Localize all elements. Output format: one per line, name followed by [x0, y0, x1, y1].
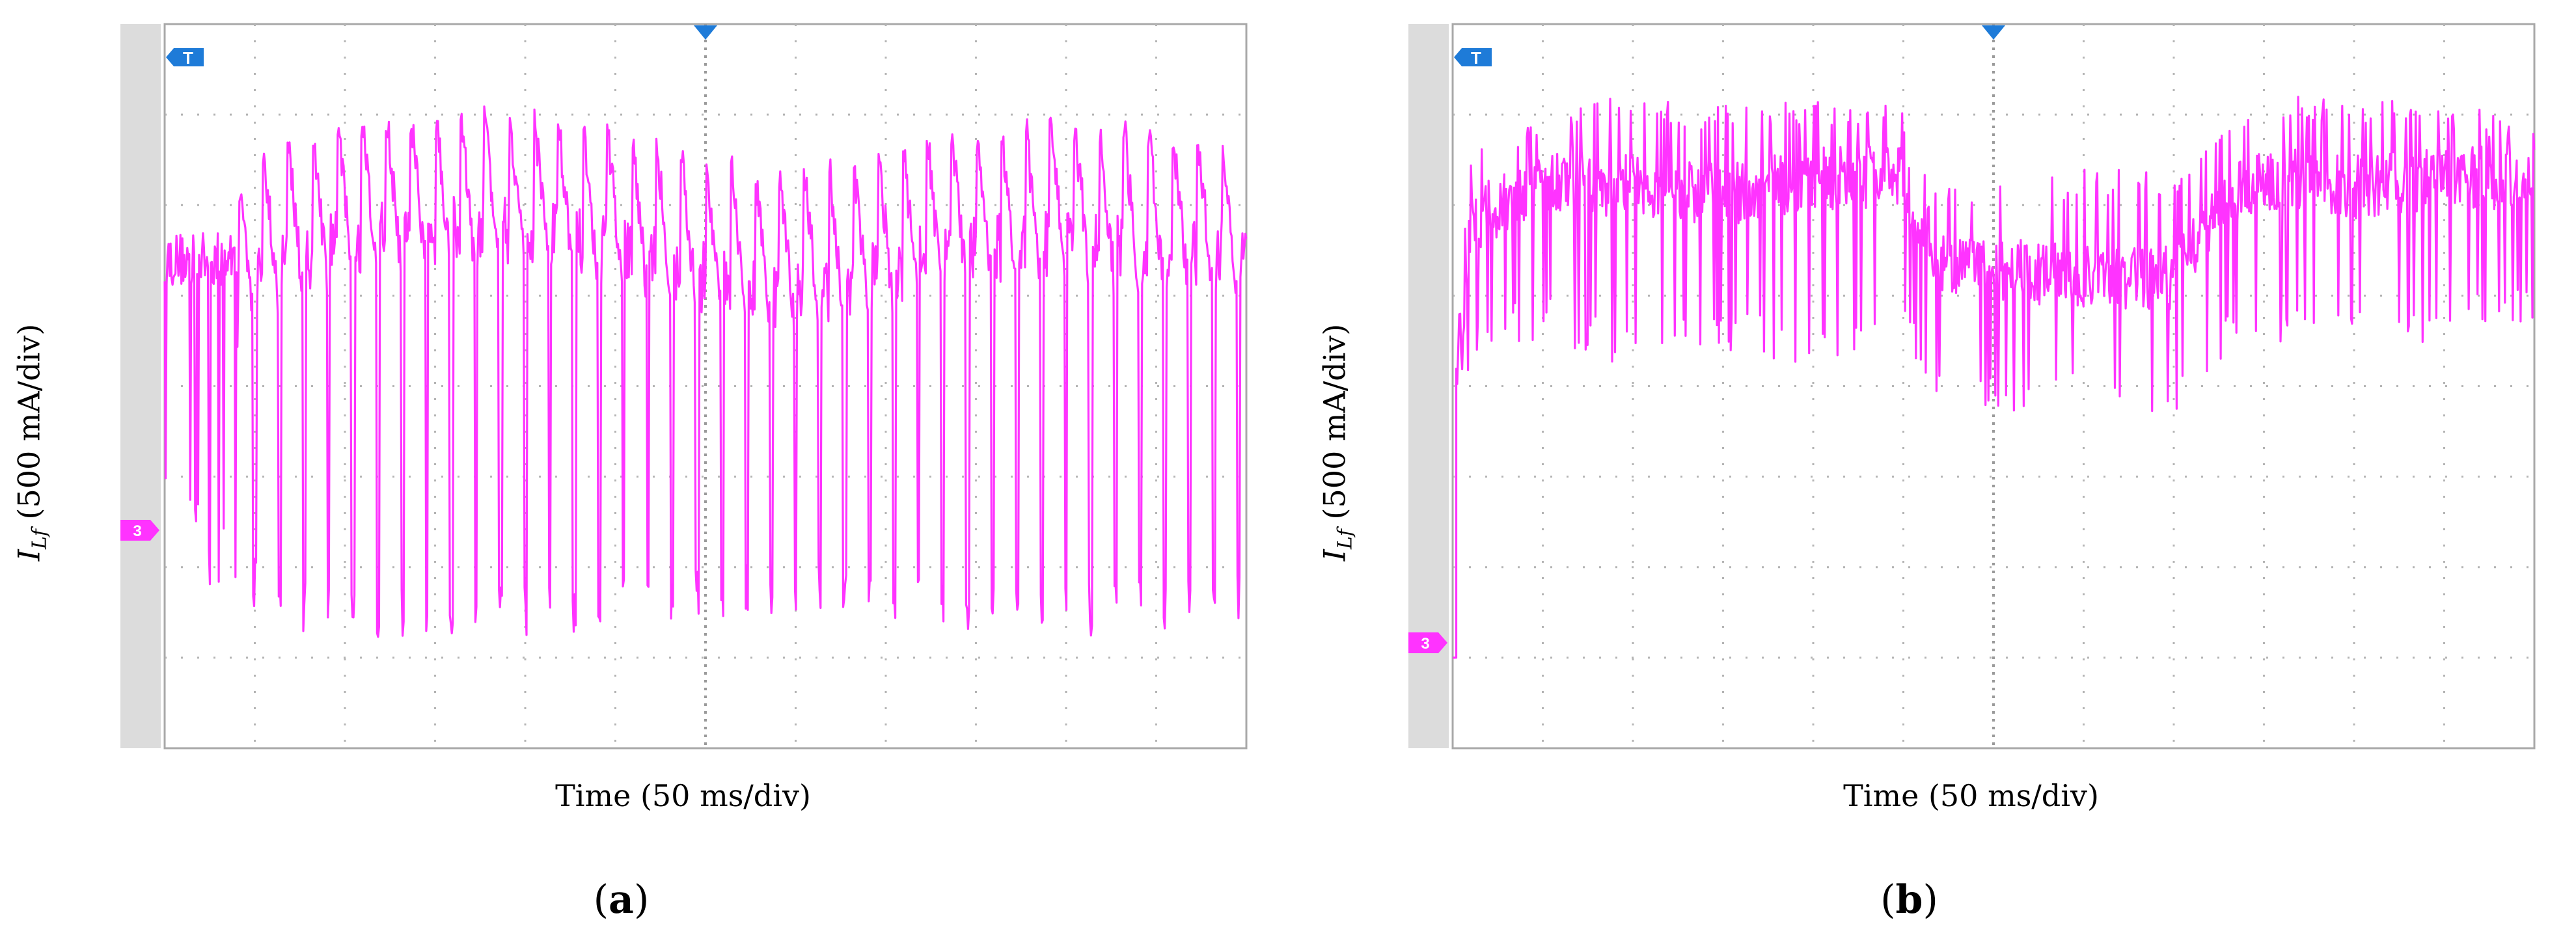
grid	[1453, 24, 2534, 748]
scope-side-strip	[1408, 24, 1449, 748]
channel-label: 3	[133, 522, 141, 540]
plot-frame	[1451, 23, 2536, 750]
trigger-marker: T	[1454, 48, 1492, 68]
trigger-label: T	[183, 48, 193, 68]
y-axis-label-b: ILf (500 mA/div)	[1317, 324, 1356, 561]
caption-letter-b: b	[1895, 877, 1923, 923]
oscilloscope-plot-b: T3	[1408, 23, 2536, 750]
y-axis-subscript-b: Lf	[1334, 529, 1357, 550]
trigger-badge	[166, 48, 204, 66]
panel-caption-b: (b)	[1880, 877, 1938, 923]
x-axis-label-a: Time (50 ms/div)	[555, 778, 811, 813]
y-axis-symbol-b: I	[1317, 549, 1352, 561]
channel-label: 3	[1421, 635, 1429, 653]
trigger-position-arrow	[694, 25, 717, 40]
trigger-position-arrow	[1982, 25, 2005, 40]
y-axis-symbol-a: I	[11, 549, 47, 561]
caption-letter-a: a	[609, 877, 634, 923]
y-axis-label-a: ILf (500 mA/div)	[11, 324, 51, 561]
channel-marker: 3	[120, 520, 159, 541]
scope-side-strip	[120, 24, 161, 748]
trigger-label: T	[1471, 48, 1481, 68]
current-trace	[1453, 96, 2536, 659]
y-axis-unit-b: (500 mA/div)	[1317, 323, 1352, 530]
channel-badge	[120, 520, 159, 541]
panel-caption-a: (a)	[593, 877, 650, 923]
current-trace	[163, 105, 1248, 638]
trigger-marker: T	[166, 48, 204, 68]
y-axis-subscript-a: Lf	[28, 529, 51, 550]
channel-marker: 3	[1408, 632, 1447, 653]
oscilloscope-plot-a: T3	[120, 23, 1248, 750]
x-axis-label-b: Time (50 ms/div)	[1843, 778, 2099, 813]
trigger-badge	[1454, 48, 1492, 66]
channel-badge	[1408, 632, 1447, 653]
y-axis-unit-a: (500 mA/div)	[11, 323, 47, 530]
